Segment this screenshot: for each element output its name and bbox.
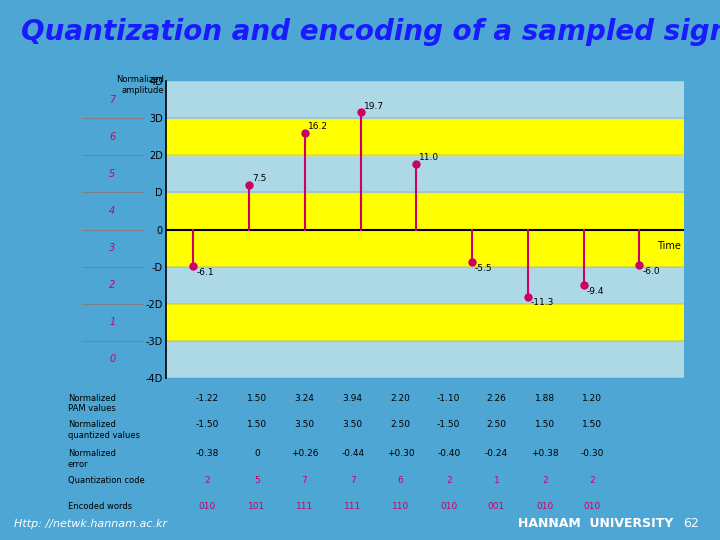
Text: -0.40: -0.40 — [437, 449, 460, 458]
Text: 1: 1 — [109, 318, 115, 327]
Text: 1.50: 1.50 — [535, 420, 554, 429]
Text: 001: 001 — [487, 502, 505, 511]
Text: Http: //netwk.hannam.ac.kr: Http: //netwk.hannam.ac.kr — [14, 519, 168, 529]
Text: 1.50: 1.50 — [247, 394, 267, 403]
Text: 010: 010 — [199, 502, 216, 511]
Text: -6.1: -6.1 — [197, 268, 214, 276]
Text: 19.7: 19.7 — [364, 102, 384, 111]
Text: 2: 2 — [109, 280, 115, 290]
Text: 1.50: 1.50 — [247, 420, 267, 429]
Text: 1.20: 1.20 — [582, 394, 603, 403]
Text: 6: 6 — [397, 476, 403, 485]
Text: Quantization code: Quantization code — [68, 476, 145, 485]
Text: -0.44: -0.44 — [341, 449, 364, 458]
Text: 010: 010 — [440, 502, 457, 511]
Text: +0.26: +0.26 — [291, 449, 318, 458]
Text: Normalized
error: Normalized error — [68, 449, 116, 469]
Text: 1.50: 1.50 — [582, 420, 603, 429]
Text: -11.3: -11.3 — [531, 299, 554, 307]
Text: 2.26: 2.26 — [487, 394, 506, 403]
Text: 5: 5 — [254, 476, 260, 485]
Text: 2: 2 — [204, 476, 210, 485]
Text: 7: 7 — [350, 476, 356, 485]
Text: 6: 6 — [109, 132, 115, 141]
Text: 3.94: 3.94 — [343, 394, 363, 403]
Bar — [166, 303, 684, 341]
Text: 11.0: 11.0 — [419, 153, 439, 163]
Text: 0: 0 — [254, 449, 260, 458]
Text: 2.20: 2.20 — [390, 394, 410, 403]
Text: 3.50: 3.50 — [294, 420, 315, 429]
Text: 7: 7 — [109, 94, 115, 105]
Text: Time: Time — [657, 241, 681, 251]
Text: 4: 4 — [109, 206, 115, 216]
Text: 2.50: 2.50 — [390, 420, 410, 429]
Text: 111: 111 — [344, 502, 361, 511]
Text: HANNAM  UNIVERSITY: HANNAM UNIVERSITY — [518, 517, 674, 530]
Text: -6.0: -6.0 — [642, 267, 660, 276]
Text: 1: 1 — [493, 476, 499, 485]
Text: 2: 2 — [590, 476, 595, 485]
Text: -1.10: -1.10 — [437, 394, 460, 403]
Bar — [166, 341, 684, 378]
Text: -0.38: -0.38 — [196, 449, 219, 458]
Text: 3.50: 3.50 — [343, 420, 363, 429]
Bar — [166, 118, 684, 156]
Text: -5.5: -5.5 — [475, 264, 492, 273]
Text: Quantization and encoding of a sampled signal: Quantization and encoding of a sampled s… — [22, 18, 720, 46]
Text: -1.50: -1.50 — [196, 420, 219, 429]
Bar — [166, 192, 684, 230]
Text: Encoded words: Encoded words — [68, 502, 132, 511]
Text: 110: 110 — [392, 502, 409, 511]
Text: -0.24: -0.24 — [485, 449, 508, 458]
Text: 2: 2 — [446, 476, 451, 485]
Text: 2.50: 2.50 — [487, 420, 506, 429]
Text: 5: 5 — [109, 169, 115, 179]
Text: 7.5: 7.5 — [252, 174, 266, 183]
Text: 62: 62 — [683, 517, 698, 530]
Text: +0.30: +0.30 — [387, 449, 414, 458]
Text: Normalized
PAM values: Normalized PAM values — [68, 394, 116, 413]
Bar — [166, 230, 684, 267]
Text: 111: 111 — [296, 502, 313, 511]
Text: 010: 010 — [584, 502, 601, 511]
Text: Normalized
quantized values: Normalized quantized values — [68, 420, 140, 440]
Text: -9.4: -9.4 — [587, 287, 604, 296]
Text: 0: 0 — [109, 354, 115, 364]
Bar — [166, 156, 684, 192]
Text: -1.50: -1.50 — [437, 420, 460, 429]
Text: 101: 101 — [248, 502, 266, 511]
Text: 3: 3 — [109, 243, 115, 253]
Text: -1.22: -1.22 — [196, 394, 219, 403]
Bar — [166, 267, 684, 303]
Text: -0.30: -0.30 — [580, 449, 604, 458]
Text: 7: 7 — [302, 476, 307, 485]
Text: 16.2: 16.2 — [307, 123, 328, 131]
Text: 1.88: 1.88 — [535, 394, 554, 403]
Text: Normalized
amplitude: Normalized amplitude — [116, 76, 164, 95]
Text: 3.24: 3.24 — [294, 394, 315, 403]
Text: +0.38: +0.38 — [531, 449, 559, 458]
Text: 010: 010 — [536, 502, 553, 511]
Bar — [166, 81, 684, 118]
Text: 2: 2 — [542, 476, 547, 485]
